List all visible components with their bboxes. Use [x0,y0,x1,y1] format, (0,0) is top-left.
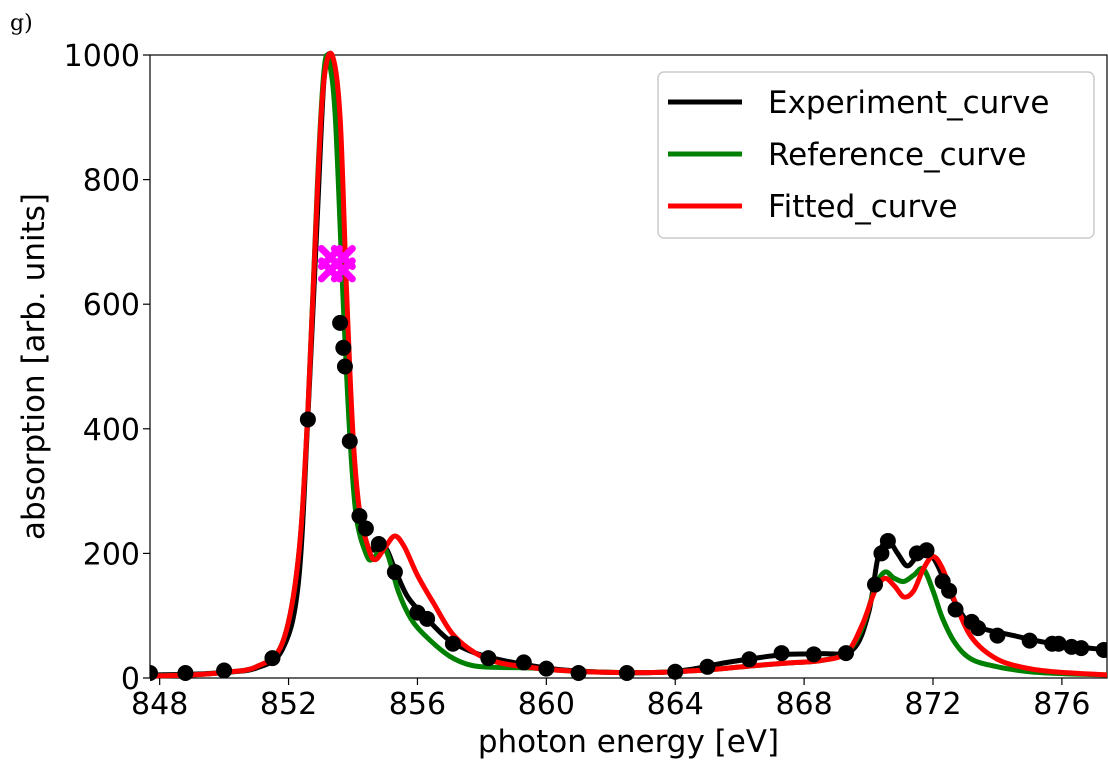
data-point-marker [150,665,158,682]
data-point-marker [618,665,635,682]
data-point-marker [1050,635,1067,652]
x-tick-label: 856 [389,687,446,722]
data-point-marker [879,532,896,549]
x-tick-label: 848 [131,687,188,722]
legend-item: Fitted_curve [668,189,958,225]
y-axis-label: absorption [arb. units] [16,193,52,540]
data-point-marker [336,358,353,375]
data-markers [150,244,1107,682]
data-point-marker [299,411,316,428]
legend-label: Reference_curve [768,137,1026,173]
legend-item: Experiment_curve [668,85,1049,121]
data-point-marker [941,582,958,599]
legend-label: Fitted_curve [768,189,958,225]
x-tick-label: 876 [1033,687,1090,722]
series-line-fitted-curve [150,50,1107,679]
data-point-marker [444,635,461,652]
data-point-marker [667,663,684,680]
data-point-marker [357,520,374,537]
data-point-marker [570,665,587,682]
data-point-marker [480,650,497,667]
data-point-marker [515,654,532,671]
data-point-marker [1021,632,1038,649]
data-point-marker [805,646,822,663]
legend-box [657,71,1095,239]
data-point-marker [341,433,358,450]
data-point-marker [741,651,758,668]
data-point-marker [264,650,281,667]
legend-label: Experiment_curve [768,85,1049,121]
panel-label: g) [10,11,33,36]
axes: 848 852 856 860 864 868 872 876 0 200 400 600 800 100… [64,39,1091,722]
data-point-marker [538,660,555,677]
data-point-marker [1095,641,1107,658]
cross-marker [330,257,356,283]
data-point-marker [970,620,987,637]
data-point-marker [419,610,436,627]
data-point-marker [947,601,964,618]
data-point-marker [918,542,935,559]
y-tick-label: 1000 [64,39,140,74]
data-point-marker [699,658,716,675]
data-point-marker [838,645,854,662]
data-point-marker [989,627,1006,644]
legend: Experiment_curve Reference_curve Fitted_cu… [657,71,1095,239]
y-tick-label: 200 [83,537,140,572]
data-point-marker [1073,640,1090,657]
data-point-marker [332,314,349,331]
data-point-marker [177,665,194,682]
y-tick-label: 600 [83,288,140,323]
x-tick-label: 872 [904,687,961,722]
data-point-marker [351,508,368,525]
data-point-marker [335,339,352,356]
x-tick-label: 852 [260,687,317,722]
data-point-marker [216,662,233,679]
legend-item: Reference_curve [668,137,1026,173]
y-tick-label: 400 [83,413,140,448]
y-tick-label: 800 [83,164,140,199]
x-axis-label: photon energy [eV] [478,724,779,760]
x-tick-label: 868 [775,687,832,722]
data-point-marker [873,545,890,562]
x-tick-label: 864 [647,687,704,722]
x-tick-label: 860 [518,687,575,722]
data-point-marker [867,576,883,593]
data-point-marker [370,536,387,553]
data-point-marker [773,645,790,662]
y-tick-label: 0 [121,662,140,697]
data-point-marker [386,564,403,581]
